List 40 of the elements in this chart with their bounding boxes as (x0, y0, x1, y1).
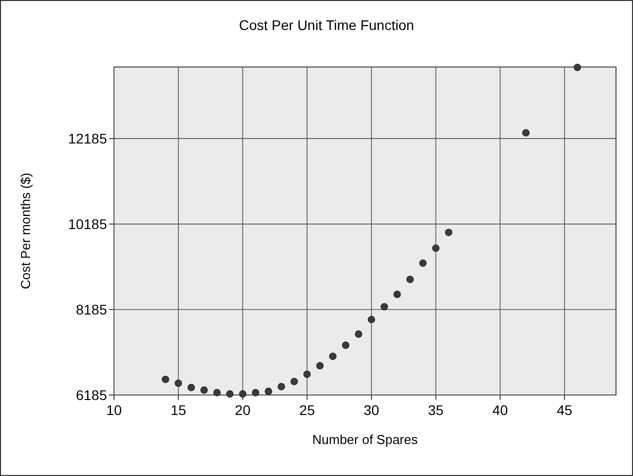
point (316, 362, 324, 370)
point (252, 388, 260, 396)
point (303, 370, 311, 378)
point (174, 380, 182, 387)
point (264, 388, 272, 396)
x-tick-label: 40 (492, 402, 508, 418)
x-tick-label: 20 (234, 402, 251, 418)
x-tick-label: 15 (170, 402, 186, 418)
point (329, 352, 337, 360)
x-axis-title: Number of Spares (312, 432, 418, 447)
x-tick-label: 10 (106, 402, 122, 418)
point (200, 386, 208, 394)
x-tick-label: 35 (428, 402, 444, 418)
point (239, 390, 246, 398)
y-tick-label: 6185 (76, 387, 108, 403)
point (290, 378, 298, 386)
point (162, 376, 170, 384)
y-tick-label: 10185 (68, 216, 108, 232)
chart-title: Cost Per Unit Time Function (238, 17, 414, 33)
point (393, 290, 401, 298)
point (419, 259, 427, 267)
point (342, 342, 350, 349)
point (380, 303, 388, 310)
point (354, 330, 362, 338)
y-tick-label: 8185 (76, 302, 108, 318)
point (444, 228, 452, 236)
y-tick-label: 12185 (68, 130, 108, 147)
point (406, 276, 414, 284)
point (368, 316, 376, 324)
y-axis-title: Cost Per months ($) (18, 172, 33, 290)
x-tick-label: 30 (364, 402, 380, 418)
point (278, 382, 286, 390)
x-tick-label: 25 (299, 402, 316, 418)
point (522, 129, 530, 136)
point (213, 388, 221, 396)
x-tick-label: 45 (556, 402, 573, 418)
point (432, 244, 440, 252)
point (188, 384, 195, 392)
point (226, 390, 234, 398)
point (574, 64, 582, 72)
